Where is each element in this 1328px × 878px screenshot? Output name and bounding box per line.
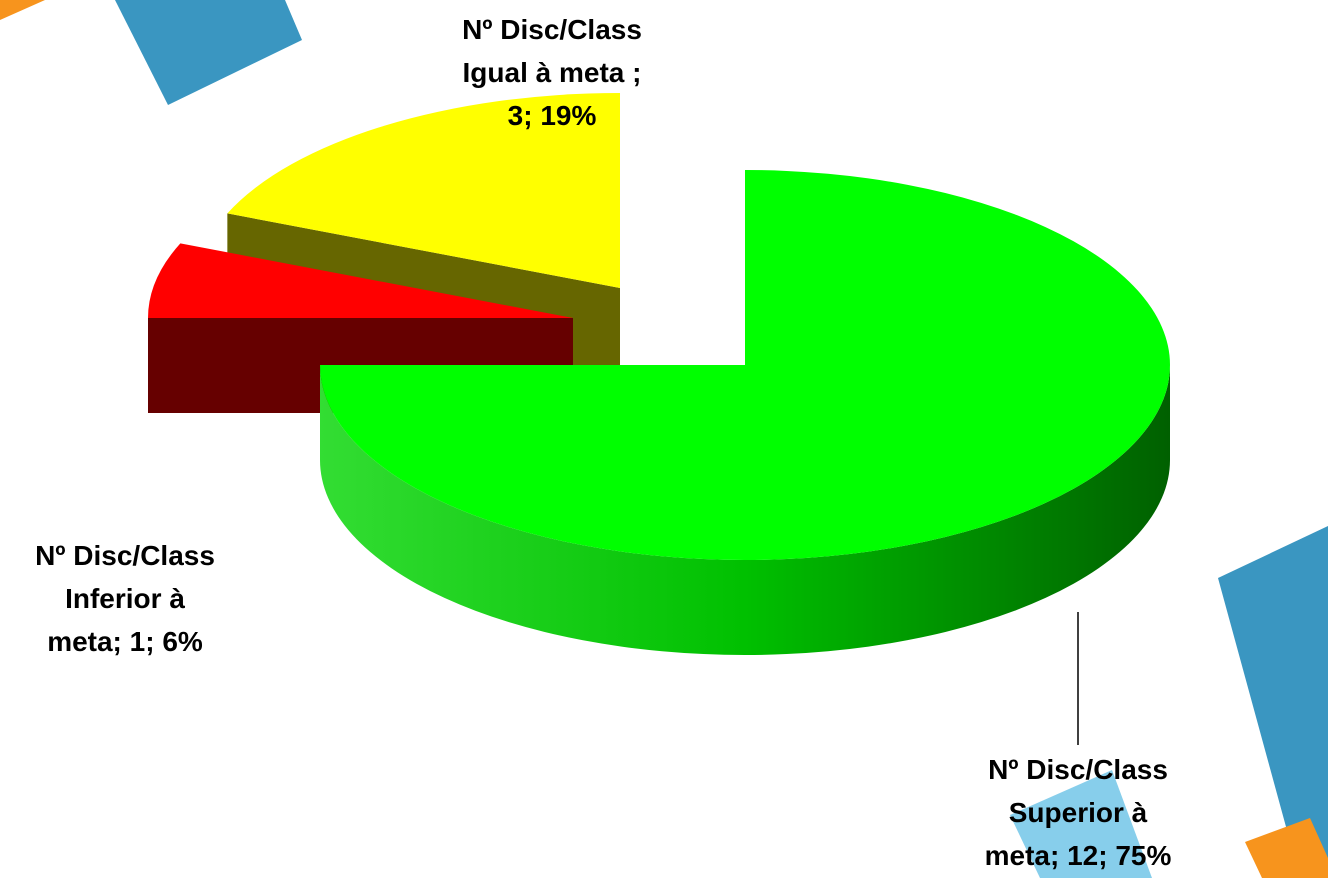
slice: [227, 93, 620, 288]
pie: [148, 93, 1170, 655]
decor-shape: [1218, 526, 1328, 878]
slice: [320, 170, 1170, 560]
decor-shape: [1245, 818, 1328, 878]
data-label: Nº Disc/Class Inferior à meta; 1; 6%: [35, 540, 215, 657]
decor-shape: [1010, 770, 1152, 878]
decor-shape: [0, 0, 45, 20]
data-label: Nº Disc/Class Igual à meta ; 3; 19%: [462, 14, 642, 131]
slice-side: [320, 365, 1170, 655]
decor-shape: [115, 0, 302, 105]
data-label: Nº Disc/Class Superior à meta; 12; 75%: [984, 754, 1172, 871]
slice: [148, 243, 573, 318]
